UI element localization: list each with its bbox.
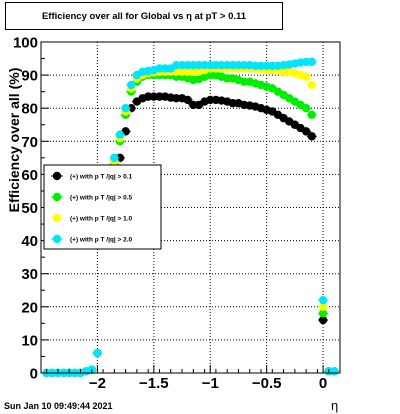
data-point: [307, 80, 316, 90]
chart-title: Efficiency over all for Global vs η at p…: [5, 2, 283, 30]
data-point: [115, 130, 125, 139]
legend-entry: (+) with p T /|q| > 2.0: [51, 234, 133, 244]
ticks: 0 10 20 30 40 50 60 70 80 90 100 −2 −1.5 −1 −0.5 0: [13, 35, 330, 392]
y-tick-label: 40: [21, 233, 38, 250]
legend-box: [43, 164, 162, 250]
x-tick-label: 0: [319, 375, 327, 392]
legend-entry: (+) with p T /|q| > 1.0: [51, 213, 133, 223]
y-tick-label: 0: [30, 366, 38, 383]
legend: (+) with p T /|q| > 0.1 (+) with p T /|q|…: [43, 164, 162, 250]
x-tick-label: −1.5: [139, 375, 169, 392]
data-point: [318, 295, 328, 305]
data-point: [318, 302, 328, 311]
data-point: [307, 132, 316, 141]
legend-entry: (+) with p T /|q| > 0.5: [51, 192, 133, 202]
x-axis-label: η: [331, 398, 339, 413]
x-tick-label: −1: [202, 375, 219, 392]
legend-label: (+) with p T /|q| > 0.1: [70, 174, 133, 181]
data-point: [301, 127, 311, 136]
data-point: [127, 80, 136, 90]
data-point: [93, 348, 102, 358]
y-tick-label: 20: [21, 299, 38, 316]
x-tick-label: −2: [89, 375, 106, 392]
legend-entry: (+) with p T /|q| > 0.1: [51, 171, 133, 181]
y-axis-label: Efficiency over all (%): [6, 67, 22, 213]
legend-label: (+) with p T /|q| > 0.5: [70, 195, 133, 202]
data-point: [121, 104, 130, 113]
data-point: [330, 367, 339, 376]
y-tick-label: 90: [21, 68, 38, 85]
data-point: [318, 315, 328, 325]
y-tick-label: 60: [21, 167, 38, 184]
data-point: [110, 153, 119, 163]
data-point: [307, 110, 316, 120]
y-tick-label: 10: [21, 332, 38, 349]
y-tick-label: 80: [21, 101, 38, 118]
data-point: [318, 309, 328, 318]
data-point: [183, 95, 192, 105]
y-tick-label: 70: [21, 134, 38, 151]
y-tick-label: 100: [13, 35, 38, 52]
y-tick-label: 50: [21, 200, 38, 217]
legend-label: (+) with p T /|q| > 2.0: [70, 237, 133, 244]
data-point: [307, 57, 316, 67]
timestamp: Sun Jan 10 09:49:44 2021: [4, 401, 113, 411]
x-tick-label: −0.5: [252, 375, 282, 392]
data-point: [301, 104, 311, 113]
y-tick-label: 30: [21, 266, 38, 283]
data-point: [301, 72, 311, 81]
legend-label: (+) with p T /|q| > 1.0: [70, 216, 133, 223]
